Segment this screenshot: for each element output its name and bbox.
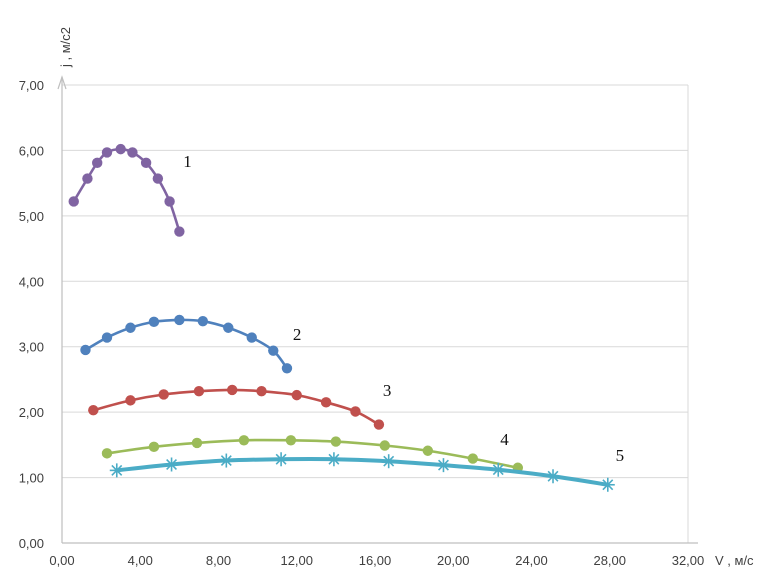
data-point <box>436 458 451 473</box>
series-line-2 <box>84 318 289 370</box>
data-point <box>223 322 234 333</box>
data-point <box>373 419 385 430</box>
data-point <box>109 463 124 478</box>
data-point <box>164 196 175 207</box>
y-tick-label: 3,00 <box>19 340 44 355</box>
x-tick-label: 0,00 <box>49 553 74 568</box>
y-axis-label: j , м/с2 <box>58 27 73 68</box>
data-point <box>80 344 91 356</box>
data-point <box>600 477 615 492</box>
y-tick-label: 1,00 <box>19 471 44 486</box>
series-1 <box>68 143 185 237</box>
x-tick-label: 24,00 <box>515 553 548 568</box>
y-tick-label: 6,00 <box>19 143 44 158</box>
data-point <box>115 143 126 155</box>
data-point <box>246 332 257 343</box>
data-point <box>140 157 152 169</box>
x-tick-label: 8,00 <box>206 553 231 568</box>
series-number-label: 5 <box>616 446 625 465</box>
x-tick-label: 28,00 <box>593 553 626 568</box>
series-number-label: 1 <box>183 152 192 171</box>
y-tick-label: 4,00 <box>19 274 44 289</box>
data-point <box>281 363 293 374</box>
data-point <box>285 435 297 446</box>
data-point <box>379 440 390 451</box>
data-point <box>101 147 113 158</box>
series-line-1 <box>72 147 181 233</box>
data-point <box>191 437 203 449</box>
data-point <box>291 389 302 401</box>
data-point <box>127 147 138 158</box>
series-line-3 <box>92 388 381 426</box>
data-point <box>467 453 479 464</box>
data-point <box>256 386 267 397</box>
y-tick-label: 0,00 <box>19 536 44 551</box>
data-point <box>268 345 279 356</box>
axes <box>57 75 698 544</box>
data-point <box>546 469 561 484</box>
data-point <box>101 332 113 343</box>
series-5 <box>109 452 615 492</box>
series-layer <box>68 143 615 492</box>
series-2 <box>80 314 293 374</box>
data-point <box>88 404 99 416</box>
data-point <box>152 173 164 184</box>
data-point <box>320 397 332 408</box>
y-tick-label: 5,00 <box>19 209 44 224</box>
data-point <box>238 435 250 446</box>
series-line-4 <box>105 438 520 470</box>
data-point <box>174 314 185 326</box>
data-point <box>125 395 136 406</box>
data-point <box>350 406 361 417</box>
data-point <box>174 226 185 237</box>
data-point <box>193 386 205 397</box>
data-point <box>125 322 136 333</box>
data-point <box>422 445 434 456</box>
series-number-label: 3 <box>383 381 392 400</box>
data-point <box>164 457 179 472</box>
data-point <box>491 462 506 477</box>
x-tick-label: 20,00 <box>437 553 470 568</box>
data-point <box>68 196 79 207</box>
data-point <box>330 436 342 447</box>
x-tick-label: 12,00 <box>280 553 313 568</box>
data-point <box>101 448 113 459</box>
data-point <box>381 454 396 469</box>
tick-labels: 0,00 1,00 2,00 3,00 4,00 5,00 6,00 7,00 0,00 4,00… <box>19 78 705 568</box>
grid <box>62 84 689 543</box>
series-3 <box>88 384 385 430</box>
series-number-label: 2 <box>293 325 302 344</box>
data-point <box>197 315 209 327</box>
data-point <box>82 173 93 184</box>
y-tick-label: 2,00 <box>19 405 44 420</box>
y-axis-arrow <box>57 75 67 90</box>
data-point <box>226 384 238 396</box>
data-point <box>148 316 160 328</box>
series-line-5 <box>114 457 610 487</box>
data-point <box>274 452 289 467</box>
data-point <box>326 452 341 467</box>
data-point <box>148 441 160 453</box>
x-tick-label: 32,00 <box>672 553 705 568</box>
data-point <box>219 453 234 468</box>
series-number-label: 4 <box>500 430 509 449</box>
annotations-layer: 1 2 3 4 5 <box>183 152 624 465</box>
x-axis-label: V , м/с <box>715 553 754 568</box>
data-point <box>92 157 103 169</box>
x-tick-label: 4,00 <box>128 553 153 568</box>
x-tick-label: 16,00 <box>359 553 392 568</box>
series-4 <box>101 435 524 473</box>
y-tick-label: 7,00 <box>19 78 44 93</box>
data-point <box>158 389 169 400</box>
